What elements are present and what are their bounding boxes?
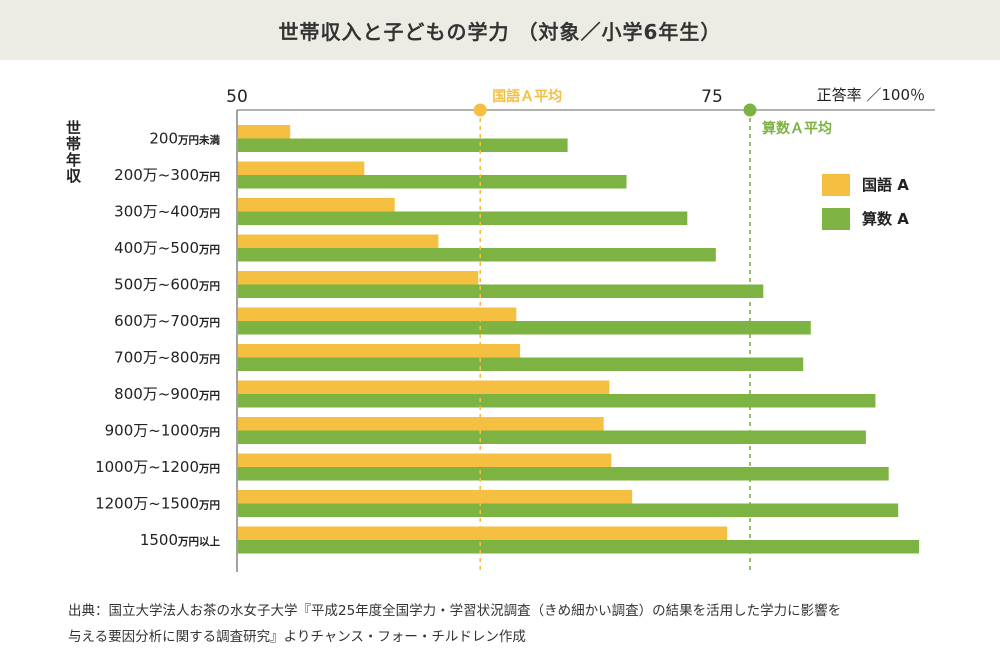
category-unit: 万円 — [198, 244, 220, 256]
category-num: 900 — [105, 422, 134, 440]
y-axis-label: 世帯年収 — [64, 119, 82, 184]
x-axis-label: 正答率 ／100％ — [817, 86, 925, 104]
category-unit: 万円以上 — [177, 535, 220, 548]
category-label-2: 300万~400万円 — [114, 203, 220, 221]
sansu-bar-8 — [238, 430, 866, 444]
category-label-11: 1500万円以上 — [140, 531, 221, 549]
kokugo-bar-4 — [238, 271, 479, 285]
category-unit: 万円 — [198, 354, 220, 366]
category-mid: 万~400 — [143, 203, 199, 221]
category-unit: 万円 — [198, 463, 220, 475]
source-note: 出典：国立大学法人お茶の水女子大学『平成25年度全国学力・学習状況調査（きめ細か… — [68, 598, 948, 650]
category-unit: 万円 — [198, 427, 220, 439]
average-label-0: 国語Ａ平均 — [492, 88, 562, 105]
title-bar: 世帯収入と子どもの学力 （対象／小学6年生） — [0, 0, 1000, 60]
kokugo-bar-6 — [238, 344, 521, 358]
category-label-3: 400万~500万円 — [114, 239, 220, 257]
category-num: 1200 — [95, 495, 133, 513]
average-marker-1 — [743, 103, 757, 117]
sansu-bar-7 — [238, 394, 876, 408]
category-num: 1500 — [140, 531, 178, 549]
category-unit: 万円未満 — [177, 134, 220, 147]
category-num: 300 — [114, 203, 143, 221]
x-tick-label-1: 75 — [701, 87, 723, 107]
category-num: 800 — [114, 385, 143, 403]
kokugo-bar-5 — [238, 307, 517, 321]
sansu-bar-6 — [238, 357, 804, 371]
category-label-10: 1200万~1500万円 — [95, 495, 220, 513]
kokugo-bar-9 — [238, 453, 612, 467]
category-num: 1000 — [95, 458, 133, 476]
kokugo-bar-0 — [238, 125, 291, 139]
category-unit: 万円 — [198, 317, 220, 329]
category-mid: 万~600 — [143, 276, 199, 294]
income-score-chart: 50 75 正答率 ／100％世帯年収 200万円未満200万~300万円300万~4… — [64, 86, 935, 572]
category-label-8: 900万~1000万円 — [105, 422, 220, 440]
kokugo-bar-3 — [238, 234, 439, 248]
source-line-2: 与える要因分析に関する調査研究』よりチャンス・フォー・チルドレン作成 — [68, 629, 526, 645]
category-mid: 万~1000 — [133, 422, 199, 440]
category-mid: 万~800 — [143, 349, 199, 367]
sansu-bar-10 — [238, 503, 899, 517]
kokugo-bar-2 — [238, 198, 395, 212]
category-unit: 万円 — [198, 208, 220, 220]
category-mid: 万~700 — [143, 312, 199, 330]
sansu-bar-2 — [238, 211, 688, 225]
category-num: 500 — [114, 276, 143, 294]
kokugo-bar-8 — [238, 417, 604, 431]
sansu-bar-1 — [238, 175, 627, 189]
category-unit: 万円 — [198, 390, 220, 402]
sansu-bar-11 — [238, 540, 920, 554]
category-num: 200 — [149, 130, 178, 148]
kokugo-bar-1 — [238, 161, 365, 175]
sansu-bar-0 — [238, 138, 568, 152]
category-mid: 万~1200 — [133, 458, 199, 476]
category-num: 700 — [114, 349, 143, 367]
category-label-6: 700万~800万円 — [114, 349, 220, 367]
category-unit: 万円 — [198, 171, 220, 183]
legend-swatch-0 — [822, 174, 850, 196]
legend-swatch-1 — [822, 208, 850, 230]
x-tick-label-0: 50 — [226, 87, 248, 107]
category-label-1: 200万~300万円 — [114, 166, 220, 184]
page-title: 世帯収入と子どもの学力 （対象／小学6年生） — [278, 19, 722, 44]
sansu-bar-5 — [238, 321, 811, 335]
kokugo-bar-10 — [238, 490, 633, 504]
category-mid: 万~900 — [143, 385, 199, 403]
category-label-9: 1000万~1200万円 — [95, 458, 220, 476]
sansu-bar-4 — [238, 284, 764, 298]
kokugo-bar-7 — [238, 380, 610, 394]
category-unit: 万円 — [198, 500, 220, 512]
kokugo-bar-11 — [238, 526, 728, 540]
category-label-7: 800万~900万円 — [114, 385, 220, 403]
category-label-4: 500万~600万円 — [114, 276, 220, 294]
category-num: 600 — [114, 312, 143, 330]
source-line-1: 出典：国立大学法人お茶の水女子大学『平成25年度全国学力・学習状況調査（きめ細か… — [68, 603, 842, 619]
category-mid: 万~500 — [143, 239, 199, 257]
category-num: 400 — [114, 239, 143, 257]
category-num: 200 — [114, 166, 143, 184]
category-mid: 万~300 — [143, 166, 199, 184]
sansu-bar-3 — [238, 248, 716, 262]
sansu-bar-9 — [238, 467, 889, 481]
category-mid: 万~1500 — [133, 495, 199, 513]
category-unit: 万円 — [198, 281, 220, 293]
category-label-5: 600万~700万円 — [114, 312, 220, 330]
category-label-0: 200万円未満 — [149, 130, 220, 148]
average-marker-0 — [473, 103, 487, 117]
legend-label-0: 国語 A — [862, 176, 909, 194]
legend-label-1: 算数 A — [862, 210, 909, 228]
average-label-1: 算数Ａ平均 — [762, 120, 832, 137]
